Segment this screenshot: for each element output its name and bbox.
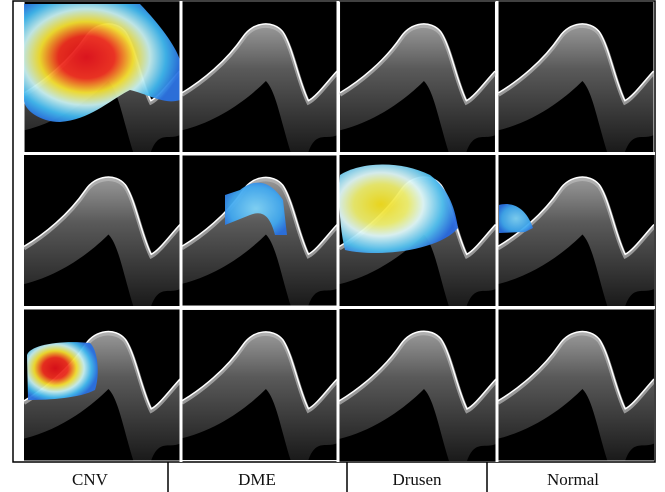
page: CNV DME Drusen Normal (() => { const dat… [0, 0, 665, 492]
oct-image [182, 155, 337, 305]
column-labels: CNV DME Drusen Normal [72, 462, 599, 492]
oct-image [340, 2, 495, 152]
oct-image [339, 309, 496, 461]
column-label: Drusen [392, 470, 442, 489]
heatmap [27, 342, 98, 400]
oct-image [182, 310, 337, 460]
oct-image [498, 309, 654, 460]
column-label: Normal [547, 470, 599, 489]
oct-image [24, 155, 180, 306]
figure: CNV DME Drusen Normal [0, 0, 665, 492]
oct-image [499, 2, 654, 152]
column-label: CNV [72, 470, 109, 489]
oct-image [182, 2, 337, 152]
column-label: DME [238, 470, 276, 489]
